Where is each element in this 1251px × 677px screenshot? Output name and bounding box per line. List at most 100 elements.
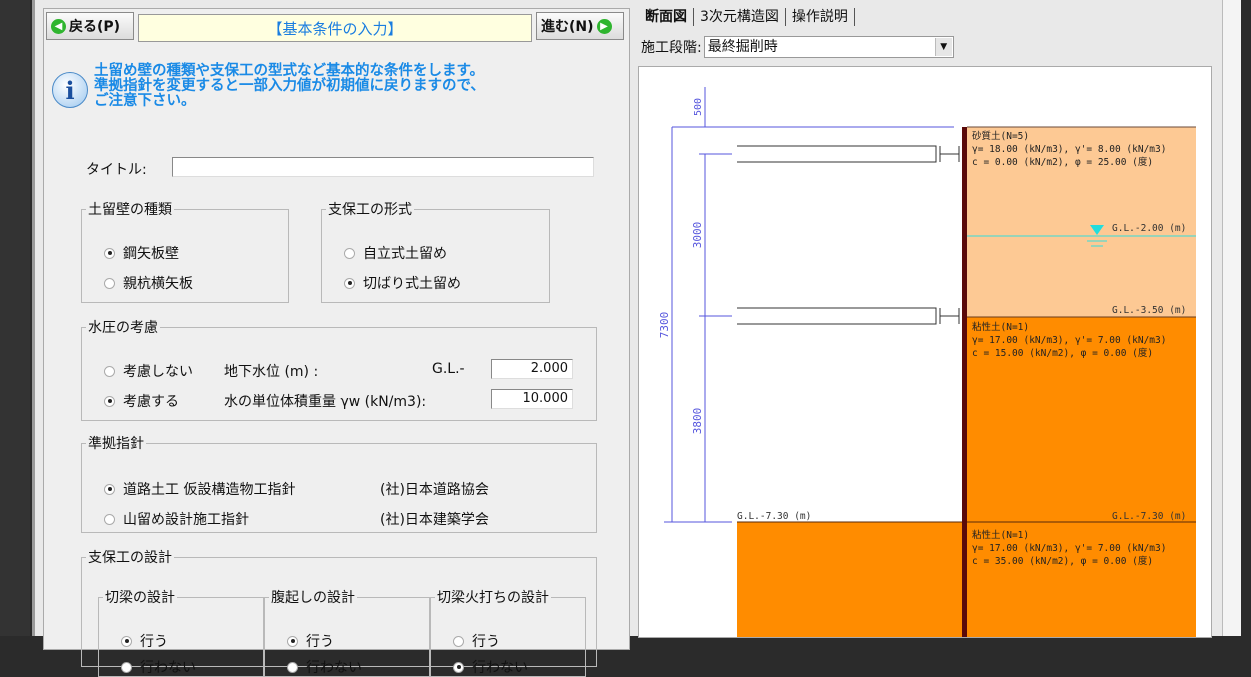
stage-select[interactable]: 最終掘削時 ▼ [703, 36, 954, 58]
strut-2 [737, 307, 960, 325]
info-line: 準拠指針を変更すると一部入力値が初期値に戻りますので、 [94, 78, 485, 94]
water-level-icon [1090, 225, 1104, 235]
unit-weight-label: 水の単位体積重量 γw (kN/m3): [224, 394, 427, 410]
title-label: タイトル: [86, 162, 147, 178]
group-legend: 支保工の設計 [88, 550, 172, 566]
radio-road-standard[interactable]: 道路土工 仮設構造物工指針 [104, 479, 295, 499]
radio-dot [453, 635, 464, 647]
radio-dot [104, 395, 115, 407]
radio-dot [104, 513, 115, 525]
desktop-background [0, 0, 30, 636]
info-icon: i [52, 72, 88, 108]
next-button[interactable]: 進む(N) ▶ [536, 12, 624, 40]
nav-bar: ◀ 戻る(P) 【基本条件の入力】 進む(N) ▶ [46, 12, 626, 42]
tab-help[interactable]: 操作説明 [786, 8, 855, 26]
radio-brace-design-no[interactable]: 行わない [453, 657, 528, 677]
stage-value: 最終掘削時 [707, 39, 778, 55]
radio-strut-design-no[interactable]: 行わない [121, 657, 196, 677]
layer-name: 粘性土(N=1) [972, 529, 1029, 541]
radio-dot [344, 247, 355, 259]
radio-dot [344, 277, 355, 289]
strut-design-group: 切梁の設計 行う 行わない [98, 587, 264, 677]
layer-clay-1 [967, 317, 1196, 637]
dimension-lines [664, 87, 954, 523]
radio-dot [104, 483, 115, 495]
option-label: 親杭横矢板 [123, 276, 193, 292]
radio-brace-design-yes[interactable]: 行う [453, 631, 500, 651]
unit-weight-input[interactable]: 10.000 [491, 389, 573, 409]
group-legend: 切梁の設計 [105, 590, 175, 606]
option-label: 鋼矢板壁 [123, 246, 179, 262]
tab-section[interactable]: 断面図 [639, 8, 694, 26]
option-label: 自立式土留め [363, 246, 447, 262]
radio-dot [104, 277, 115, 289]
dim-top-label: 500 [693, 98, 704, 116]
option-label: 行わない [472, 660, 528, 676]
group-legend: 腹起しの設計 [271, 590, 355, 606]
radio-building-standard[interactable]: 山留め設計施工指針 [104, 509, 249, 529]
section-svg: 500 7300 3000 3800 G.L.-7.30 (m) G.L.-2.… [658, 87, 1196, 637]
option-label: 道路土工 仮設構造物工指針 [123, 482, 296, 498]
radio-consider-water[interactable]: 考慮する [104, 391, 179, 411]
back-label: 戻る(P) [69, 19, 121, 35]
org-label: (社)日本建築学会 [380, 512, 489, 528]
title-input[interactable] [172, 157, 594, 177]
excavation-level-label: G.L.-7.30 (m) [737, 511, 811, 522]
option-label: 行う [472, 634, 500, 650]
option-label: 行わない [140, 660, 196, 676]
excavation-bottom-soil [737, 522, 963, 637]
wale-design-group: 腹起しの設計 行う 行わない [264, 587, 430, 677]
brace-design-group: 切梁火打ちの設計 行う 行わない [430, 587, 586, 677]
option-label: 行う [140, 634, 168, 650]
radio-self-standing[interactable]: 自立式土留め [344, 243, 447, 263]
gl-prefix: G.L.- [432, 361, 465, 377]
preview-panel: 断面図 3次元構造図 操作説明 施工段階: 最終掘削時 ▼ [633, 0, 1223, 638]
option-label: 考慮する [123, 394, 179, 410]
layer-props: γ= 18.00 (kN/m3), γ'= 8.00 (kN/m3) [972, 144, 1166, 155]
dim-upper-label: 3000 [691, 222, 704, 249]
radio-strut-design-yes[interactable]: 行う [121, 631, 168, 651]
layer-props: γ= 17.00 (kN/m3), γ'= 7.00 (kN/m3) [972, 543, 1166, 554]
page-title: 【基本条件の入力】 [138, 14, 532, 42]
org-label: (社)日本道路協会 [380, 482, 489, 498]
info-line: ご注意下さい。 [94, 93, 196, 109]
arrow-left-icon: ◀ [51, 18, 66, 34]
radio-wale-design-yes[interactable]: 行う [287, 631, 334, 651]
chevron-down-icon[interactable]: ▼ [934, 38, 952, 56]
option-label: 行わない [306, 660, 362, 676]
view-tabs: 断面図 3次元構造図 操作説明 [639, 8, 855, 26]
radio-dot [453, 661, 464, 673]
layer-name: 砂質土(N=5) [972, 130, 1029, 142]
layer-props: c = 35.00 (kN/m2), φ = 0.00 (度) [972, 555, 1153, 567]
radio-dot [104, 365, 115, 377]
radio-dot [121, 661, 132, 673]
group-legend: 水圧の考慮 [88, 320, 158, 336]
layer-sand [967, 127, 1196, 317]
arrow-right-icon: ▶ [596, 18, 612, 34]
support-type-group: 支保工の形式 自立式土留め 切ばり式土留め [321, 199, 550, 303]
radio-ignore-water[interactable]: 考慮しない [104, 361, 193, 381]
water-pressure-group: 水圧の考慮 考慮しない 考慮する 地下水位 (m) : G.L.- 2.000 … [81, 317, 597, 421]
layer-bottom-label: G.L.-3.50 (m) [1112, 305, 1186, 316]
layer-name: 粘性土(N=1) [972, 321, 1029, 333]
option-label: 行う [306, 634, 334, 650]
radio-strut[interactable]: 切ばり式土留め [344, 273, 461, 293]
radio-wale-design-no[interactable]: 行わない [287, 657, 362, 677]
group-legend: 切梁火打ちの設計 [437, 590, 549, 606]
standard-group: 準拠指針 道路土工 仮設構造物工指針 (社)日本道路協会 山留め設計施工指針 (… [81, 433, 597, 533]
next-label: 進む(N) [541, 19, 594, 35]
gwl-input[interactable]: 2.000 [491, 359, 573, 379]
radio-soldier-pile[interactable]: 親杭横矢板 [104, 273, 193, 293]
radio-dot [104, 247, 115, 259]
tab-3d[interactable]: 3次元構造図 [694, 8, 786, 26]
layer-props: c = 15.00 (kN/m2), φ = 0.00 (度) [972, 347, 1153, 359]
group-legend: 支保工の形式 [328, 202, 412, 218]
back-button[interactable]: ◀ 戻る(P) [46, 12, 134, 40]
radio-dot [287, 661, 298, 673]
radio-steel-sheet-pile[interactable]: 鋼矢板壁 [104, 243, 179, 263]
layer-props: c = 0.00 (kN/m2), φ = 25.00 (度) [972, 156, 1153, 168]
radio-dot [287, 635, 298, 647]
input-panel: ◀ 戻る(P) 【基本条件の入力】 進む(N) ▶ i 土留め壁の種類や支保工の… [43, 8, 630, 677]
dim-total-label: 7300 [658, 312, 671, 339]
option-label: 考慮しない [123, 364, 193, 380]
